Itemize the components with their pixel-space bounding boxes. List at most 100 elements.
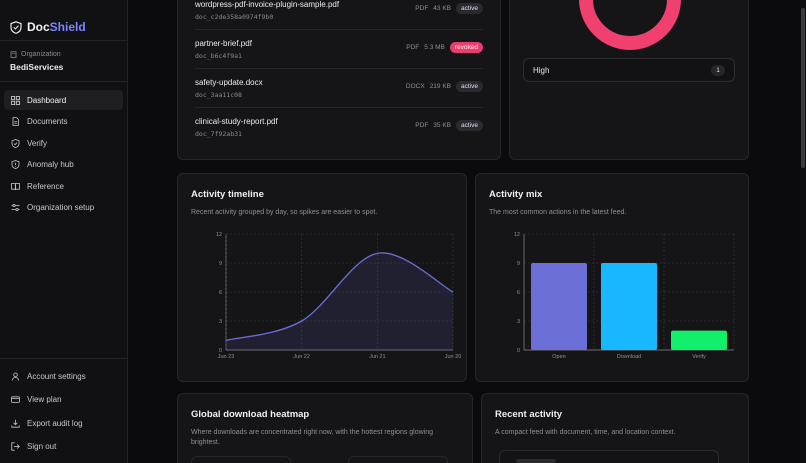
shield-check-icon bbox=[11, 138, 20, 148]
file-size: 5.3 MB bbox=[424, 44, 445, 51]
table-row[interactable]: wordpress-pdf-invoice-plugin-sample.pdf … bbox=[195, 0, 483, 30]
nav-label: Verify bbox=[27, 138, 48, 148]
card-subtitle: Where downloads are concentrated right n… bbox=[191, 429, 434, 446]
card-title: Activity mix bbox=[489, 189, 543, 200]
timeline-x-tick-label: Jun 21 bbox=[369, 354, 386, 360]
divider bbox=[0, 40, 127, 41]
table-row[interactable]: safety-update.docx doc_3aa11c08 DOCX 219 … bbox=[195, 69, 483, 108]
grid-icon bbox=[11, 95, 20, 105]
activity-mix-card: Activity mix The most common actions in … bbox=[475, 173, 749, 382]
documents-card: wordpress-pdf-invoice-plugin-sample.pdf … bbox=[177, 0, 501, 160]
book-icon bbox=[11, 182, 20, 191]
nav-item-dashboard[interactable]: Dashboard bbox=[4, 90, 123, 110]
logout-icon bbox=[11, 442, 20, 451]
mix-bar-verify bbox=[671, 330, 727, 350]
status-badge: active bbox=[456, 3, 483, 14]
mix-y-tick-label: 6 bbox=[517, 290, 520, 296]
nav-item-account-settings[interactable]: Account settings bbox=[4, 365, 123, 387]
file-type: DOCX bbox=[405, 83, 425, 90]
nav-item-export-audit-log[interactable]: Export audit log bbox=[4, 412, 123, 434]
file-name[interactable]: safety-update.docx bbox=[195, 78, 263, 87]
timeline-x-tick-label: Jun 23 bbox=[218, 354, 235, 360]
activity-timeline-chart: 0 3 6 9 12 Jun 23 Jun 22 Jun 21 Jun 20 bbox=[216, 232, 462, 360]
card-title: Global download heatmap bbox=[191, 409, 310, 420]
file-size: 219 KB bbox=[429, 83, 452, 90]
shield-alert-icon bbox=[11, 160, 20, 169]
file-name[interactable]: wordpress-pdf-invoice-plugin-sample.pdf bbox=[195, 0, 340, 9]
timeline-area bbox=[226, 252, 453, 350]
activity-timeline-card: Activity timeline Recent activity groupe… bbox=[177, 173, 467, 382]
file-type: PDF bbox=[415, 5, 429, 12]
nav-label: Account settings bbox=[27, 371, 86, 381]
nav-item-anomaly-hub[interactable]: Anomaly hub bbox=[4, 155, 123, 175]
risk-card: High 1 bbox=[509, 0, 749, 160]
card-subtitle: Recent activity grouped by day, so spike… bbox=[191, 209, 378, 216]
mix-y-tick-label: 12 bbox=[514, 232, 520, 238]
risk-level-row[interactable]: High 1 bbox=[523, 58, 735, 82]
nav-item-verify[interactable]: Verify bbox=[4, 133, 123, 153]
mix-y-tick-label: 3 bbox=[517, 319, 520, 325]
download-heatmap-card: Global download heatmap Where downloads … bbox=[177, 393, 473, 463]
file-type: PDF bbox=[406, 44, 420, 51]
nav-item-sign-out[interactable]: Sign out bbox=[4, 436, 123, 458]
organization-name: BediServices bbox=[10, 62, 64, 72]
activity-mix-chart: 0 3 6 9 12 Open Download Verify bbox=[514, 232, 735, 360]
card-title: Recent activity bbox=[495, 409, 563, 420]
status-badge: active bbox=[456, 120, 483, 131]
mix-x-tick-label: Download bbox=[617, 354, 641, 360]
card-subtitle: The most common actions in the latest fe… bbox=[489, 209, 627, 216]
risk-donut bbox=[579, 0, 681, 50]
nav-label: Anomaly hub bbox=[27, 160, 74, 169]
nav-label: Documents bbox=[27, 117, 68, 126]
status-badge: active bbox=[456, 81, 483, 92]
main-nav: Dashboard Documents Verify Anomaly hub R… bbox=[0, 82, 127, 227]
building-icon bbox=[10, 51, 17, 58]
document-icon bbox=[11, 117, 20, 126]
card-subtitle: A compact feed with document, time, and … bbox=[495, 429, 676, 436]
timeline-y-tick-label: 3 bbox=[219, 319, 222, 325]
table-row[interactable]: clinical-study-report.pdf doc_7f92ab31 P… bbox=[195, 108, 483, 147]
timeline-x-tick-label: Jun 22 bbox=[293, 354, 310, 360]
organization-switcher[interactable]: Organization BediServices bbox=[0, 41, 127, 81]
nav-item-documents[interactable]: Documents bbox=[4, 112, 123, 132]
status-badge: revoked bbox=[449, 42, 483, 53]
file-id: doc_7f92ab31 bbox=[195, 130, 242, 138]
sliders-icon bbox=[11, 203, 20, 212]
list-item[interactable] bbox=[499, 450, 719, 463]
donut-segment-high bbox=[579, 0, 681, 50]
mix-bar-download bbox=[601, 263, 657, 350]
divider bbox=[0, 81, 127, 82]
nav-label: Reference bbox=[27, 181, 64, 191]
card-title: Activity timeline bbox=[191, 189, 264, 200]
mix-y-tick-label: 0 bbox=[517, 348, 520, 354]
timeline-series-line bbox=[225, 252, 454, 341]
nav-item-view-plan[interactable]: View plan bbox=[4, 389, 123, 411]
organization-label: Organization bbox=[21, 51, 61, 58]
brand-name: DocShield bbox=[27, 20, 86, 34]
user-icon bbox=[11, 372, 20, 381]
timeline-y-tick-label: 6 bbox=[219, 290, 222, 296]
file-id: doc_3aa11c08 bbox=[195, 91, 242, 99]
timeline-y-tick-label: 0 bbox=[219, 348, 222, 354]
file-size: 35 KB bbox=[433, 122, 452, 129]
nav-item-organization-setup[interactable]: Organization setup bbox=[4, 198, 123, 218]
scrollbar-thumb[interactable] bbox=[801, 8, 805, 168]
mix-y-tick-label: 9 bbox=[517, 261, 520, 267]
table-row[interactable]: partner-brief.pdf doc_b6c4f9a1 PDF 5.3 MB… bbox=[195, 30, 483, 69]
file-size: 43 KB bbox=[433, 5, 452, 12]
mix-x-tick-label: Verify bbox=[692, 354, 706, 360]
heatmap-panel bbox=[191, 456, 291, 463]
nav-item-reference[interactable]: Reference bbox=[4, 176, 123, 196]
file-type: PDF bbox=[415, 122, 429, 129]
timeline-y-tick-label: 12 bbox=[216, 232, 222, 238]
brand-logo[interactable]: DocShield bbox=[0, 0, 127, 40]
recent-activity-card: Recent activity A compact feed with docu… bbox=[481, 393, 749, 463]
heatmap-panel bbox=[348, 456, 448, 463]
file-name[interactable]: clinical-study-report.pdf bbox=[195, 117, 278, 126]
timeline-x-tick-label: Jun 20 bbox=[445, 354, 462, 360]
risk-level-label: High bbox=[533, 66, 550, 75]
page-scrollbar[interactable] bbox=[800, 0, 806, 463]
file-name[interactable]: partner-brief.pdf bbox=[195, 39, 252, 48]
account-nav: Account settings View plan Export audit … bbox=[0, 358, 127, 463]
mix-bar-open bbox=[531, 263, 587, 350]
